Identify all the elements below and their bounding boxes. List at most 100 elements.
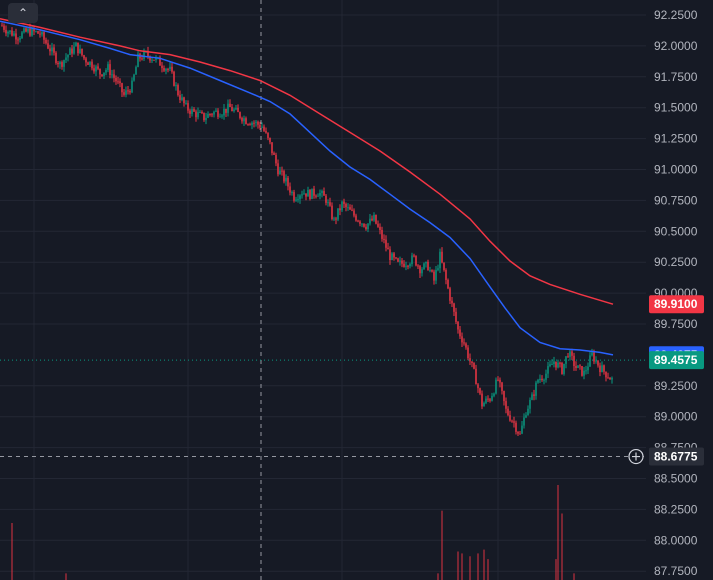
- candle-body: [569, 351, 571, 357]
- candle-body: [403, 263, 405, 267]
- candle-body: [593, 352, 595, 362]
- collapse-button[interactable]: ⌃: [8, 3, 38, 23]
- candle-body: [491, 395, 493, 401]
- candle-body: [49, 48, 51, 52]
- candle-body: [101, 74, 103, 76]
- volume-bar: [457, 551, 459, 580]
- volume-bar: [11, 523, 13, 580]
- candle-body: [159, 57, 161, 66]
- candle-body: [143, 51, 145, 60]
- candle-body: [213, 111, 215, 115]
- candle-body: [435, 269, 437, 281]
- candle-body: [215, 110, 217, 112]
- candle-body: [407, 265, 409, 267]
- candle-body: [473, 362, 475, 369]
- candle-body: [259, 124, 261, 128]
- candle-body: [81, 48, 83, 56]
- candle-body: [527, 408, 529, 416]
- candle-body: [561, 362, 563, 374]
- candle-body: [19, 38, 21, 40]
- candle-body: [51, 47, 53, 52]
- candle-body: [21, 32, 23, 39]
- candle-body: [337, 208, 339, 220]
- candle-body: [163, 68, 165, 71]
- candle-body: [27, 28, 29, 32]
- candle-body: [175, 85, 177, 87]
- candle-body: [611, 377, 613, 380]
- candle-body: [217, 110, 219, 117]
- price-tick-label: 91.2500: [654, 132, 698, 146]
- candle-body: [577, 365, 579, 368]
- candle-body: [241, 117, 243, 122]
- plus-circle-icon[interactable]: [628, 448, 644, 465]
- candle-body: [85, 58, 87, 63]
- candle-body: [513, 421, 515, 423]
- candle-body: [77, 42, 79, 54]
- candle-body: [335, 218, 337, 220]
- candle-body: [191, 109, 193, 114]
- candle-body: [525, 415, 527, 418]
- candle-body: [341, 201, 343, 211]
- candle-body: [117, 81, 119, 83]
- candle-body: [411, 255, 413, 265]
- candle-body: [325, 195, 327, 203]
- candle-body: [99, 68, 101, 75]
- price-tick-label: 89.7500: [654, 317, 698, 331]
- candle-body: [537, 380, 539, 383]
- candle-body: [73, 46, 75, 54]
- candle-body: [459, 329, 461, 337]
- candle-body: [575, 366, 577, 368]
- candle-body: [377, 223, 379, 227]
- candle-body: [481, 393, 483, 407]
- candle-body: [219, 116, 221, 118]
- volume-bar: [487, 559, 489, 580]
- candle-body: [165, 69, 167, 71]
- candle-body: [113, 74, 115, 78]
- candle-body: [551, 364, 553, 366]
- candle-body: [185, 103, 187, 105]
- candle-body: [125, 90, 127, 95]
- candle-body: [197, 112, 199, 118]
- volume-bar: [555, 559, 557, 580]
- candle-body: [247, 124, 249, 126]
- candle-body: [69, 48, 71, 55]
- candle-body: [519, 433, 521, 435]
- candle-body: [281, 170, 283, 172]
- candle-body: [553, 361, 555, 365]
- candle-body: [329, 202, 331, 206]
- candle-body: [295, 199, 297, 201]
- candle-body: [249, 124, 251, 126]
- candle-body: [477, 384, 479, 389]
- candle-body: [67, 54, 69, 58]
- candle-body: [195, 111, 197, 118]
- candle-body: [275, 154, 277, 164]
- candle-body: [227, 103, 229, 113]
- candle-body: [279, 170, 281, 175]
- volume-bar: [483, 549, 485, 580]
- volume-bar: [469, 556, 471, 580]
- candle-body: [3, 25, 5, 30]
- candle-body: [469, 358, 471, 362]
- candle-body: [425, 261, 427, 264]
- last-price-badge-bg: [649, 351, 704, 370]
- candle-body: [463, 342, 465, 344]
- candle-body: [31, 28, 33, 36]
- candle-body: [579, 365, 581, 367]
- candle-body: [239, 112, 241, 118]
- candle-body: [303, 193, 305, 195]
- candle-body: [205, 117, 207, 121]
- price-tick-label: 88.5000: [654, 472, 698, 486]
- candle-body: [451, 300, 453, 304]
- candle-body: [447, 279, 449, 289]
- candle-body: [511, 420, 513, 422]
- candle-body: [299, 195, 301, 200]
- candle-body: [137, 53, 139, 68]
- candle-body: [379, 226, 381, 230]
- fast-moving-average-line: [0, 20, 614, 356]
- candle-body: [43, 32, 45, 40]
- candle-body: [363, 223, 365, 227]
- candle-body: [351, 209, 353, 211]
- candle-body: [433, 271, 435, 281]
